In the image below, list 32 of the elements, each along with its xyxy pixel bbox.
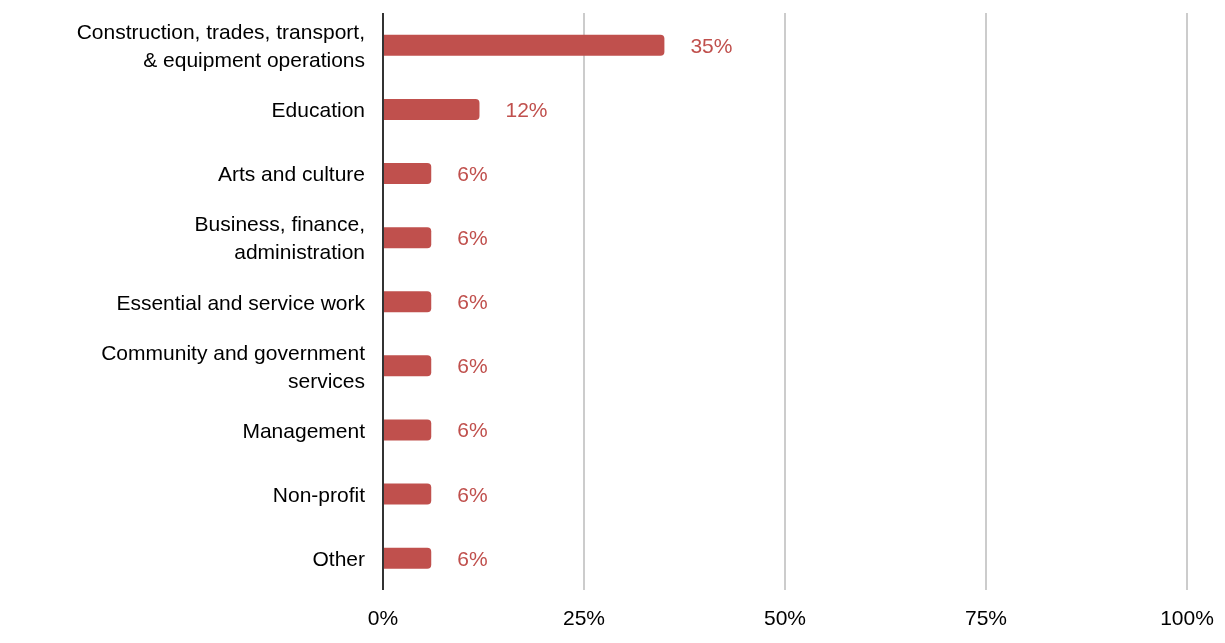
bar	[383, 34, 665, 56]
x-tick-label: 25%	[562, 605, 606, 629]
y-tick-label: Non-profit	[272, 482, 366, 506]
bar	[383, 547, 432, 569]
bar	[383, 291, 432, 313]
bar	[383, 419, 432, 441]
data-label: 35%	[690, 33, 733, 57]
data-label: 6%	[457, 418, 488, 442]
x-tick-label: 50%	[763, 605, 807, 629]
data-label: 6%	[457, 546, 488, 570]
y-tick-label: Education	[271, 97, 365, 121]
bar	[383, 163, 432, 185]
data-label: 6%	[457, 482, 488, 506]
x-tick-label: 75%	[964, 605, 1008, 629]
data-label: 12%	[505, 97, 548, 121]
y-tick-label: Community and government services	[101, 340, 366, 392]
x-tick-label: 0%	[367, 605, 399, 629]
bar	[383, 98, 480, 120]
y-tick-label: Other	[312, 546, 365, 570]
y-tick-label: Management	[242, 418, 366, 442]
y-tick-label: Essential and service work	[116, 290, 366, 313]
x-tick-label: 100%	[1160, 605, 1214, 629]
data-label: 6%	[457, 161, 488, 185]
bar	[383, 227, 432, 249]
y-tick-label: Construction, trades, transport, & equipment operations	[76, 19, 365, 71]
y-tick-label: Business, finance, administration	[194, 211, 365, 263]
bar	[383, 355, 432, 377]
y-tick-label: Arts and culture	[217, 161, 365, 185]
data-label: 6%	[457, 290, 488, 314]
data-label: 6%	[457, 226, 488, 250]
bar	[383, 483, 432, 505]
data-label: 6%	[457, 354, 488, 378]
